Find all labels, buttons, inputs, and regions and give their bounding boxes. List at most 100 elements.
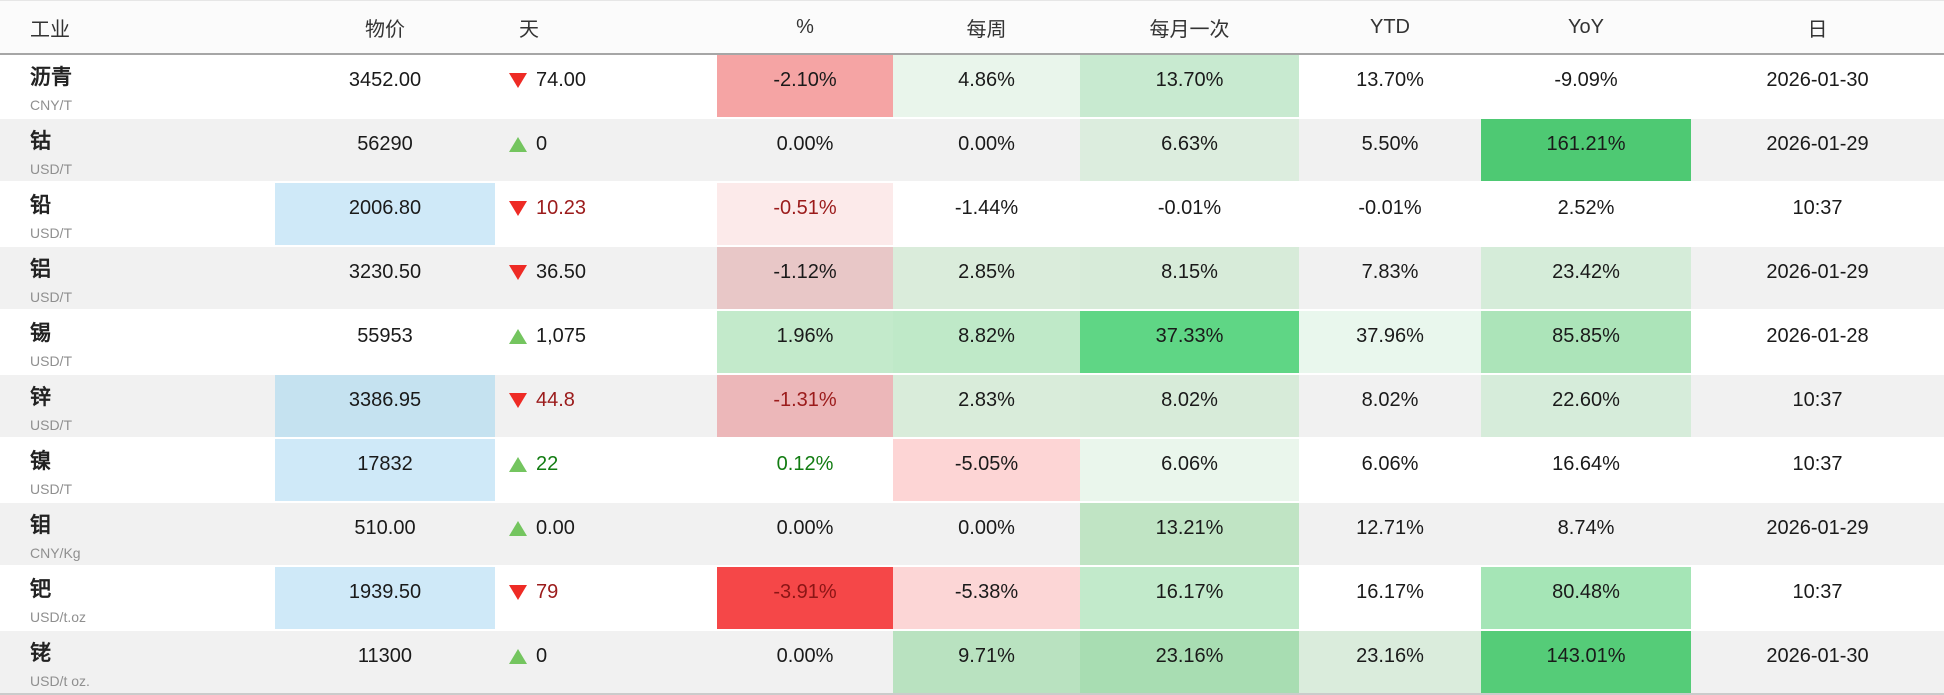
day-change-cell: 1,075 — [495, 310, 717, 374]
percent-change-cell: -1.31% — [717, 374, 893, 438]
commodity-name-cell: 钴 USD/T — [0, 118, 275, 182]
commodity-row[interactable]: 钴 USD/T 56290 0 0.00% 0.00% 6.63% 5.50% … — [0, 118, 1944, 182]
day-change-value: 22 — [536, 453, 559, 475]
commodity-row[interactable]: 钼 CNY/Kg 510.00 0.00 0.00% 0.00% 13.21% … — [0, 502, 1944, 566]
percent-change-cell: 0.00% — [776, 133, 834, 155]
yoy-change-cell: 2.52% — [1557, 197, 1615, 219]
yoy-change-cell: 161.21% — [1481, 118, 1691, 182]
weekly-change-cell: 4.86% — [893, 54, 1080, 118]
commodity-row[interactable]: 锡 USD/T 55953 1,075 1.96% 8.82% 37.33% 3… — [0, 310, 1944, 374]
column-header-ytd[interactable]: YTD — [1299, 0, 1481, 55]
weekly-change-cell: 2.85% — [893, 246, 1080, 310]
commodity-name-link[interactable]: 沥青 — [30, 66, 72, 89]
column-header-weekly[interactable]: 每周 — [893, 0, 1080, 55]
percent-change-cell: -1.12% — [717, 246, 893, 310]
day-change-cell: 0 — [495, 630, 717, 694]
down-triangle-icon — [509, 72, 527, 88]
day-change-value: 10.23 — [536, 197, 587, 219]
up-triangle-icon — [509, 520, 527, 536]
day-change-value: 1,075 — [536, 325, 587, 347]
price-cell: 3386.95 — [275, 374, 495, 438]
commodity-name-cell: 锡 USD/T — [0, 310, 275, 374]
column-header-monthly[interactable]: 每月一次 — [1080, 0, 1299, 55]
commodity-row[interactable]: 铝 USD/T 3230.50 36.50 -1.12% 2.85% 8.15%… — [0, 246, 1944, 310]
day-change-cell: 0 — [495, 118, 717, 182]
commodity-row[interactable]: 锌 USD/T 3386.95 44.8 -1.31% 2.83% 8.02% … — [0, 374, 1944, 438]
commodity-row[interactable]: 铑 USD/t oz. 11300 0 0.00% 9.71% 23.16% 2… — [0, 630, 1944, 694]
commodity-unit: USD/t.oz — [30, 609, 87, 625]
commodity-name-link[interactable]: 铝 — [30, 258, 51, 281]
weekly-change-cell: 0.00% — [958, 517, 1015, 539]
day-change-cell: 10.23 — [495, 182, 717, 246]
column-header-day[interactable]: 天 — [495, 0, 717, 55]
yoy-change-cell: 8.74% — [1557, 517, 1615, 539]
price-cell: 1939.50 — [275, 566, 495, 630]
commodity-name-cell: 钼 CNY/Kg — [0, 502, 275, 566]
date-cell: 10:37 — [1792, 389, 1843, 411]
percent-change-cell: -3.91% — [717, 566, 893, 630]
column-header-percent[interactable]: % — [717, 0, 893, 55]
day-change-cell: 22 — [495, 438, 717, 502]
commodity-unit: USD/T — [30, 417, 72, 433]
monthly-change-cell: 13.21% — [1080, 502, 1299, 566]
date-cell: 2026-01-29 — [1766, 133, 1869, 155]
day-change-cell: 74.00 — [495, 54, 717, 118]
commodity-unit: CNY/Kg — [30, 545, 81, 561]
commodity-name-link[interactable]: 铅 — [30, 194, 51, 217]
day-change-cell: 0.00 — [495, 502, 717, 566]
price-cell: 11300 — [357, 645, 413, 667]
commodity-unit: USD/T — [30, 289, 72, 305]
column-header-industry[interactable]: 工业 — [0, 0, 275, 55]
percent-change-cell: 0.12% — [776, 453, 834, 475]
monthly-change-cell: -0.01% — [1157, 197, 1222, 219]
day-change-value: 74.00 — [536, 69, 587, 91]
commodity-unit: USD/T — [30, 481, 72, 497]
monthly-change-cell: 16.17% — [1080, 566, 1299, 630]
weekly-change-cell: 2.83% — [893, 374, 1080, 438]
yoy-change-cell: 23.42% — [1481, 246, 1691, 310]
yoy-change-cell: 22.60% — [1481, 374, 1691, 438]
day-change-value: 0 — [536, 645, 548, 667]
column-header-price[interactable]: 物价 — [275, 0, 495, 55]
column-header-date[interactable]: 日 — [1691, 0, 1944, 55]
monthly-change-cell: 23.16% — [1080, 630, 1299, 694]
commodity-name-link[interactable]: 钴 — [30, 130, 51, 153]
weekly-change-cell: -5.38% — [893, 566, 1080, 630]
price-cell: 3452.00 — [348, 69, 422, 91]
up-triangle-icon — [509, 456, 527, 472]
day-change-cell: 79 — [495, 566, 717, 630]
commodity-name-link[interactable]: 钯 — [30, 578, 51, 601]
commodity-name-link[interactable]: 锡 — [30, 322, 51, 345]
commodity-row[interactable]: 钯 USD/t.oz 1939.50 79 -3.91% -5.38% 16.1… — [0, 566, 1944, 630]
day-change-value: 0.00 — [536, 517, 575, 539]
day-change-value: 0 — [536, 133, 548, 155]
weekly-change-cell: 8.82% — [893, 310, 1080, 374]
commodity-name-link[interactable]: 钼 — [30, 514, 51, 537]
ytd-change-cell: 8.02% — [1361, 389, 1419, 411]
commodity-name-link[interactable]: 镍 — [30, 450, 51, 473]
commodity-row[interactable]: 镍 USD/T 17832 22 0.12% -5.05% 6.06% 6.06… — [0, 438, 1944, 502]
ytd-change-cell: 23.16% — [1299, 630, 1481, 694]
commodity-unit: USD/T — [30, 225, 72, 241]
commodity-unit: USD/t oz. — [30, 673, 90, 689]
date-cell: 2026-01-29 — [1766, 517, 1869, 539]
date-cell: 2026-01-28 — [1766, 325, 1869, 347]
price-cell: 510.00 — [354, 517, 416, 539]
ytd-change-cell: 12.71% — [1356, 517, 1424, 539]
date-cell: 10:37 — [1792, 581, 1843, 603]
monthly-change-cell: 6.63% — [1080, 118, 1299, 182]
ytd-change-cell: 16.17% — [1356, 581, 1424, 603]
weekly-change-cell: -5.05% — [893, 438, 1080, 502]
commodity-name-link[interactable]: 铑 — [30, 642, 51, 665]
commodity-row[interactable]: 沥青 CNY/T 3452.00 74.00 -2.10% 4.86% 13.7… — [0, 54, 1944, 118]
down-triangle-icon — [509, 200, 527, 216]
column-header-yoy[interactable]: YoY — [1481, 0, 1691, 55]
ytd-change-cell: 13.70% — [1356, 69, 1424, 91]
ytd-change-cell: 5.50% — [1361, 133, 1419, 155]
monthly-change-cell: 8.15% — [1080, 246, 1299, 310]
commodity-unit: USD/T — [30, 161, 72, 177]
commodity-name-link[interactable]: 锌 — [30, 386, 51, 409]
commodity-row[interactable]: 铅 USD/T 2006.80 10.23 -0.51% -1.44% -0.0… — [0, 182, 1944, 246]
percent-change-cell: 1.96% — [717, 310, 893, 374]
